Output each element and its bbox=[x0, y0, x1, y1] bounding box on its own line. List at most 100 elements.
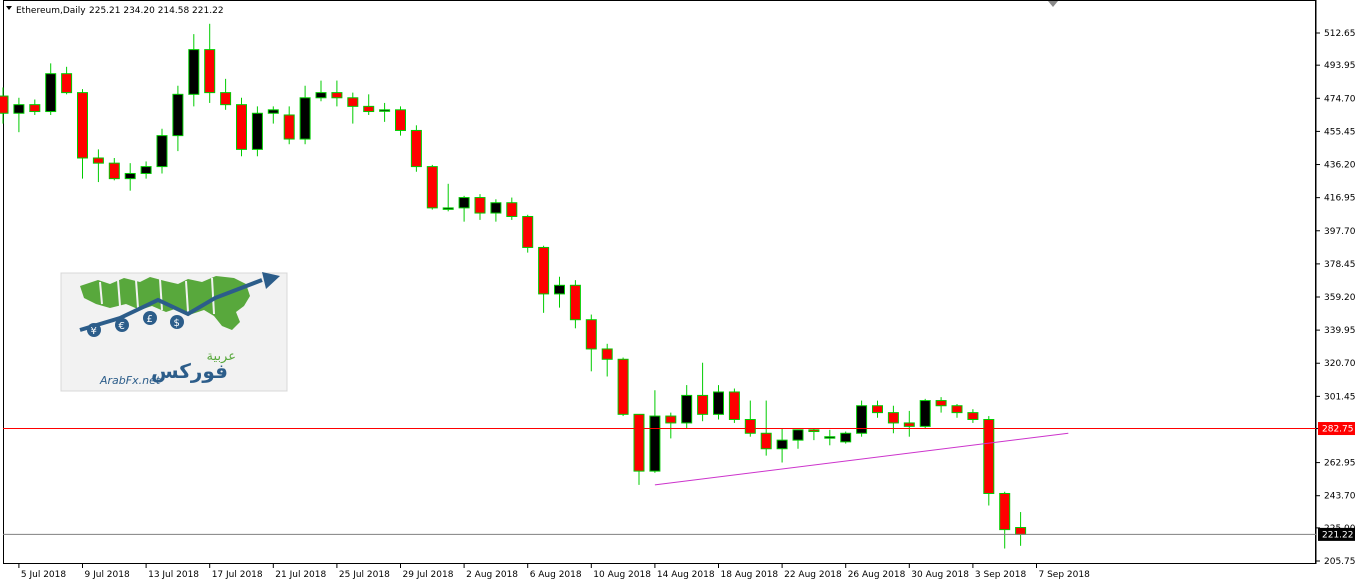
time-tick-label: 22 Aug 2018 bbox=[784, 570, 842, 580]
price-tick-label: 301.45 bbox=[1324, 392, 1356, 402]
candle bbox=[601, 343, 613, 377]
candle-body bbox=[792, 429, 804, 441]
candle-body bbox=[665, 415, 677, 424]
candle-body bbox=[903, 422, 915, 427]
price-tick-label: 455.45 bbox=[1324, 127, 1356, 137]
candle bbox=[172, 85, 184, 152]
candle bbox=[617, 357, 629, 417]
candle-body bbox=[856, 405, 868, 434]
price-tick-label: 436.20 bbox=[1324, 161, 1356, 171]
candle bbox=[554, 276, 565, 308]
svg-text:€: € bbox=[119, 321, 125, 332]
candle-body bbox=[299, 97, 311, 140]
candle bbox=[61, 66, 73, 95]
candle bbox=[45, 63, 57, 115]
candle bbox=[967, 409, 979, 423]
candle bbox=[442, 183, 454, 212]
candle-body bbox=[474, 197, 486, 214]
candle-body bbox=[697, 394, 709, 415]
candle bbox=[935, 397, 947, 413]
candle bbox=[156, 128, 168, 174]
candle bbox=[204, 23, 216, 103]
candle-body bbox=[776, 439, 788, 450]
candle-body bbox=[331, 92, 343, 99]
candle-body bbox=[236, 104, 247, 150]
candle bbox=[124, 163, 136, 191]
candle bbox=[251, 106, 263, 157]
candle bbox=[872, 400, 883, 418]
time-tick-label: 3 Sep 2018 bbox=[975, 570, 1027, 580]
candle-body bbox=[442, 207, 454, 210]
candle-body bbox=[140, 166, 152, 174]
time-tick-label: 14 Aug 2018 bbox=[657, 570, 715, 580]
candle bbox=[458, 195, 470, 222]
candle bbox=[426, 164, 438, 210]
candle bbox=[776, 428, 788, 463]
candle-body bbox=[490, 202, 502, 214]
price-tick-label: 474.70 bbox=[1324, 94, 1356, 104]
candle bbox=[633, 413, 645, 485]
candle-body bbox=[347, 97, 359, 107]
candle-body bbox=[601, 348, 613, 360]
candle bbox=[331, 80, 343, 107]
candle-body bbox=[919, 400, 931, 427]
candle bbox=[395, 106, 406, 136]
candle-body bbox=[13, 104, 25, 114]
candle bbox=[999, 491, 1011, 549]
candle-body bbox=[61, 73, 73, 94]
candle bbox=[13, 97, 25, 133]
candle bbox=[379, 102, 391, 122]
candle bbox=[410, 125, 422, 172]
price-tick-label: 512.65 bbox=[1324, 29, 1356, 39]
time-tick-label: 5 Jul 2018 bbox=[21, 570, 66, 580]
candle-body bbox=[1015, 527, 1027, 535]
candle-body bbox=[315, 92, 327, 99]
candle-body bbox=[999, 492, 1011, 531]
candle bbox=[506, 197, 518, 220]
candle bbox=[808, 428, 820, 441]
chart-menu-triangle-icon[interactable] bbox=[6, 6, 12, 10]
chart-symbol-label: Ethereum,Daily bbox=[16, 6, 86, 16]
candle bbox=[713, 385, 724, 420]
candle-body bbox=[267, 109, 279, 114]
shift-marker-icon[interactable] bbox=[1048, 1, 1058, 7]
price-tick-label: 397.70 bbox=[1324, 227, 1356, 237]
candle bbox=[665, 412, 677, 439]
candle-body bbox=[649, 415, 661, 472]
trend-line[interactable] bbox=[654, 432, 1069, 486]
candle-body bbox=[426, 166, 438, 209]
candle-body bbox=[983, 418, 995, 494]
candle bbox=[649, 390, 661, 473]
candle-body bbox=[251, 112, 263, 150]
price-tick-label: 493.95 bbox=[1324, 61, 1356, 71]
time-tick-label: 25 Jul 2018 bbox=[339, 570, 390, 580]
price-tick-label: 320.70 bbox=[1324, 359, 1356, 369]
candle bbox=[236, 97, 247, 157]
candle bbox=[490, 199, 502, 222]
svg-text:£: £ bbox=[147, 314, 153, 325]
candle-body bbox=[808, 429, 820, 433]
candle bbox=[824, 429, 836, 446]
candle bbox=[919, 398, 931, 429]
arabfx-logo: ¥ € £ $ عربية فوركس ArabFx.net bbox=[60, 272, 288, 392]
candle bbox=[681, 385, 693, 429]
price-axis: 512.65 493.95 474.70 455.45 436.20 416.95 397.… bbox=[1316, 29, 1356, 567]
candle-body bbox=[617, 358, 629, 415]
candle-body bbox=[77, 92, 88, 159]
candle-body bbox=[824, 436, 836, 439]
time-tick-label: 18 Aug 2018 bbox=[721, 570, 779, 580]
euro-coin-icon bbox=[115, 318, 129, 332]
candle-body bbox=[379, 109, 391, 112]
candle-body bbox=[728, 391, 740, 420]
candle bbox=[585, 314, 597, 372]
chart-ohlc-label: 225.21 234.20 214.58 221.22 bbox=[89, 6, 224, 16]
svg-text:¥: ¥ bbox=[91, 326, 97, 337]
candle-body bbox=[108, 162, 120, 180]
price-tick-label: 262.95 bbox=[1324, 459, 1356, 469]
time-tick-label: 26 Aug 2018 bbox=[848, 570, 906, 580]
time-tick-label: 10 Aug 2018 bbox=[593, 570, 651, 580]
candle bbox=[840, 431, 852, 444]
pound-coin-icon bbox=[143, 311, 157, 325]
candle-body bbox=[220, 92, 232, 106]
